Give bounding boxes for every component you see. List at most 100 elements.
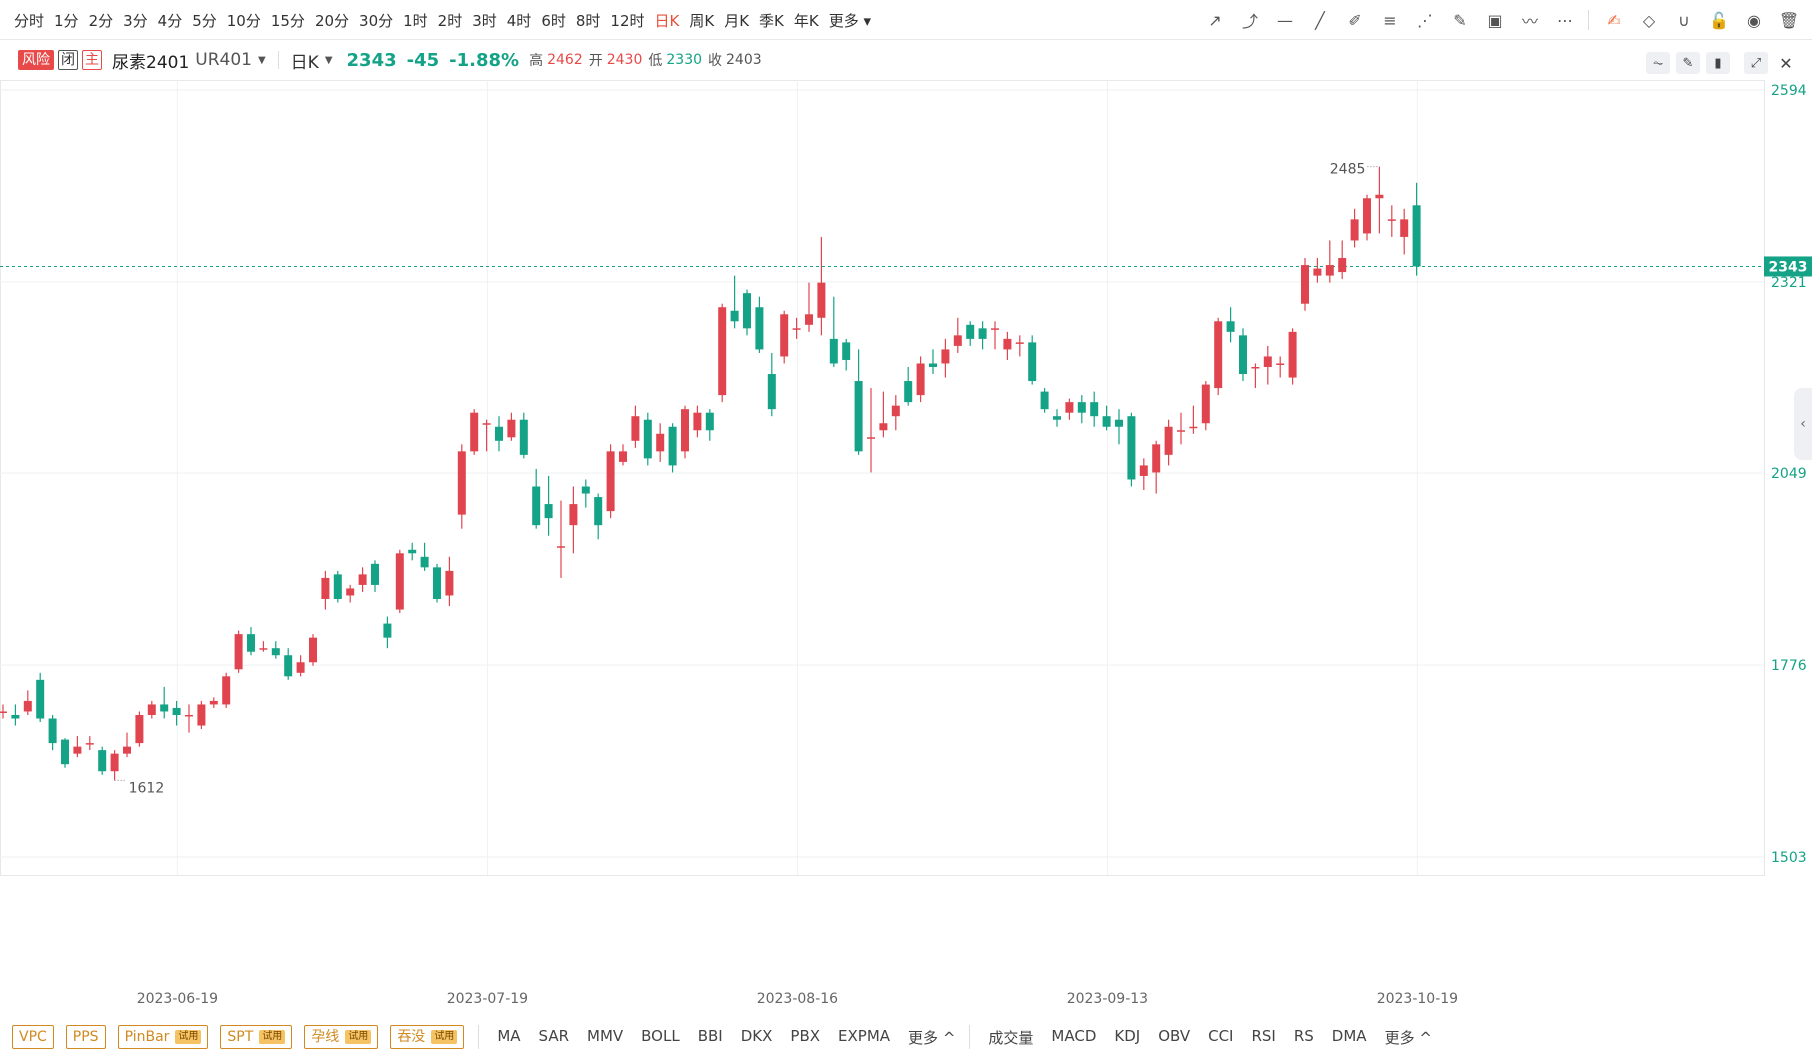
- period-list: 分时 1分 2分 3分 4分 5分 10分 15分 20分 30分 1时 2时 3时 4时 6时 8时 12时日…: [14, 0, 881, 40]
- period-14[interactable]: 6时: [541, 11, 566, 30]
- period-4[interactable]: 4分: [157, 11, 183, 30]
- sub-ind-2[interactable]: KDJ: [1114, 1026, 1141, 1045]
- period-select[interactable]: 日K: [290, 52, 319, 73]
- main-ind-8[interactable]: 更多 ^: [908, 1028, 956, 1047]
- price-change-pct: -1.88%: [449, 49, 520, 71]
- candle-body: [631, 416, 640, 441]
- candle-body: [135, 714, 144, 744]
- period-21[interactable]: 年K: [793, 11, 819, 30]
- candle-body: [668, 426, 677, 466]
- overlay-pinbar[interactable]: PinBar 试用: [117, 1025, 209, 1049]
- candle-style-icon[interactable]: ▮: [1706, 52, 1730, 74]
- period-6[interactable]: 10分: [226, 11, 261, 30]
- sub-ind-1[interactable]: MACD: [1051, 1026, 1097, 1045]
- magnet-icon[interactable]: ∪: [1678, 10, 1690, 30]
- sub-ind-7[interactable]: DMA: [1331, 1026, 1367, 1045]
- candle-body: [792, 328, 801, 330]
- overlay-孕线[interactable]: 孕线 试用: [304, 1025, 379, 1049]
- period-11[interactable]: 2时: [437, 11, 463, 30]
- period-9[interactable]: 30分: [359, 11, 394, 30]
- period-2[interactable]: 2分: [88, 11, 114, 30]
- kline-chart[interactable]: 2594 2321 2049 1776 1503 2023-06-19 2023-07-19…: [0, 80, 1812, 1018]
- chart-line-icon[interactable]: ⏦: [1646, 52, 1670, 74]
- sub-ind-6[interactable]: RS: [1293, 1026, 1314, 1045]
- symbol-dropdown-icon[interactable]: ▼: [257, 54, 266, 66]
- main-indicators: MA SAR MMV BOLL BBI DKX PBX EXPMA 更多 ^: [479, 1027, 955, 1048]
- y-tick-label: 2321: [1771, 275, 1807, 291]
- symbol-name[interactable]: 尿素2401: [112, 52, 190, 73]
- overlay-spt[interactable]: SPT 试用: [220, 1025, 293, 1049]
- horizontal-line-icon[interactable]: —: [1277, 10, 1293, 30]
- pen-line-icon[interactable]: ✐: [1348, 10, 1362, 30]
- main-ind-0[interactable]: MA: [497, 1026, 521, 1045]
- period-20[interactable]: 季K: [759, 11, 784, 30]
- period-17[interactable]: 日K: [654, 11, 680, 30]
- candle-body: [805, 314, 813, 325]
- eye-icon[interactable]: ◉: [1747, 10, 1761, 30]
- candle-body: [966, 324, 975, 339]
- collapse-panel-chevron-icon[interactable]: ‹: [1794, 388, 1812, 460]
- candle-body: [383, 623, 392, 638]
- main-ind-4[interactable]: BBI: [697, 1026, 723, 1045]
- lock-icon[interactable]: 🔓: [1709, 10, 1729, 30]
- candle-body: [681, 409, 689, 452]
- sub-ind-8[interactable]: 更多 ^: [1384, 1028, 1432, 1047]
- trash-icon[interactable]: 🗑: [1778, 10, 1800, 30]
- sub-indicators: 成交量 MACD KDJ OBV CCI RSI RS DMA 更多 ^: [970, 1027, 1432, 1048]
- close-icon[interactable]: ✕: [1779, 53, 1793, 73]
- main-ind-7[interactable]: EXPMA: [838, 1026, 891, 1045]
- period-3[interactable]: 3分: [123, 11, 148, 30]
- sub-ind-4[interactable]: CCI: [1208, 1026, 1234, 1045]
- symbol-code[interactable]: UR401: [195, 50, 252, 70]
- fan-icon[interactable]: ⋰: [1417, 10, 1433, 30]
- close-value: 2403: [726, 52, 762, 68]
- trend-icon[interactable]: 〰: [1521, 12, 1538, 31]
- period-12[interactable]: 3时: [472, 11, 497, 30]
- period-18[interactable]: 周K: [689, 11, 715, 30]
- candle-body: [606, 451, 615, 512]
- high-label: 高: [529, 53, 544, 69]
- main-ind-1[interactable]: SAR: [538, 1026, 569, 1045]
- arrow-line-icon[interactable]: ↗: [1208, 10, 1222, 30]
- period-13[interactable]: 4时: [506, 11, 532, 30]
- expand-icon[interactable]: ⤢: [1744, 52, 1768, 74]
- main-ind-5[interactable]: DKX: [740, 1026, 773, 1045]
- more-dots-icon[interactable]: ⋯: [1557, 10, 1573, 30]
- sub-ind-3[interactable]: OBV: [1158, 1026, 1191, 1045]
- period-10[interactable]: 1时: [403, 11, 428, 30]
- overlay-pps[interactable]: PPS: [65, 1025, 106, 1049]
- period-15[interactable]: 8时: [575, 11, 601, 30]
- image-icon[interactable]: ▣: [1487, 10, 1503, 30]
- period-8[interactable]: 20分: [314, 11, 350, 30]
- candle-body: [1102, 416, 1111, 427]
- main-ind-2[interactable]: MMV: [587, 1026, 624, 1045]
- highlighter-icon[interactable]: ✎: [1453, 10, 1467, 30]
- period-16[interactable]: 12时: [610, 11, 645, 30]
- candle-body: [1053, 416, 1061, 420]
- candle-body: [730, 310, 739, 322]
- segment-icon[interactable]: ╱: [1315, 10, 1325, 30]
- eraser-icon[interactable]: ◇: [1642, 10, 1656, 30]
- sub-ind-0[interactable]: 成交量: [988, 1028, 1034, 1047]
- risk-badge: 风险: [18, 50, 54, 70]
- main-ind-3[interactable]: BOLL: [641, 1026, 680, 1045]
- period-7[interactable]: 15分: [270, 11, 305, 30]
- candle-body: [1214, 321, 1223, 389]
- candle-body: [1127, 416, 1136, 480]
- sub-ind-5[interactable]: RSI: [1251, 1026, 1276, 1045]
- period-5[interactable]: 5分: [192, 11, 217, 30]
- candle-body: [519, 419, 528, 455]
- period-dropdown-icon[interactable]: ▼: [324, 54, 333, 66]
- dashed-ray-icon[interactable]: ⤴: [1241, 12, 1258, 31]
- fibonacci-icon[interactable]: ≡: [1383, 10, 1397, 30]
- overlay-吞没[interactable]: 吞没 试用: [390, 1025, 465, 1049]
- edit-note-icon[interactable]: ✍: [1607, 10, 1621, 30]
- period-19[interactable]: 月K: [724, 11, 750, 30]
- main-ind-6[interactable]: PBX: [790, 1026, 821, 1045]
- period-22[interactable]: 更多 ▾: [828, 11, 872, 30]
- y-tick-label: 1503: [1771, 850, 1807, 866]
- period-1[interactable]: 1分: [54, 11, 79, 30]
- period-0[interactable]: 分时: [14, 11, 45, 30]
- draw-pen-icon[interactable]: ✎: [1676, 52, 1700, 74]
- overlay-vpc[interactable]: VPC: [12, 1025, 54, 1049]
